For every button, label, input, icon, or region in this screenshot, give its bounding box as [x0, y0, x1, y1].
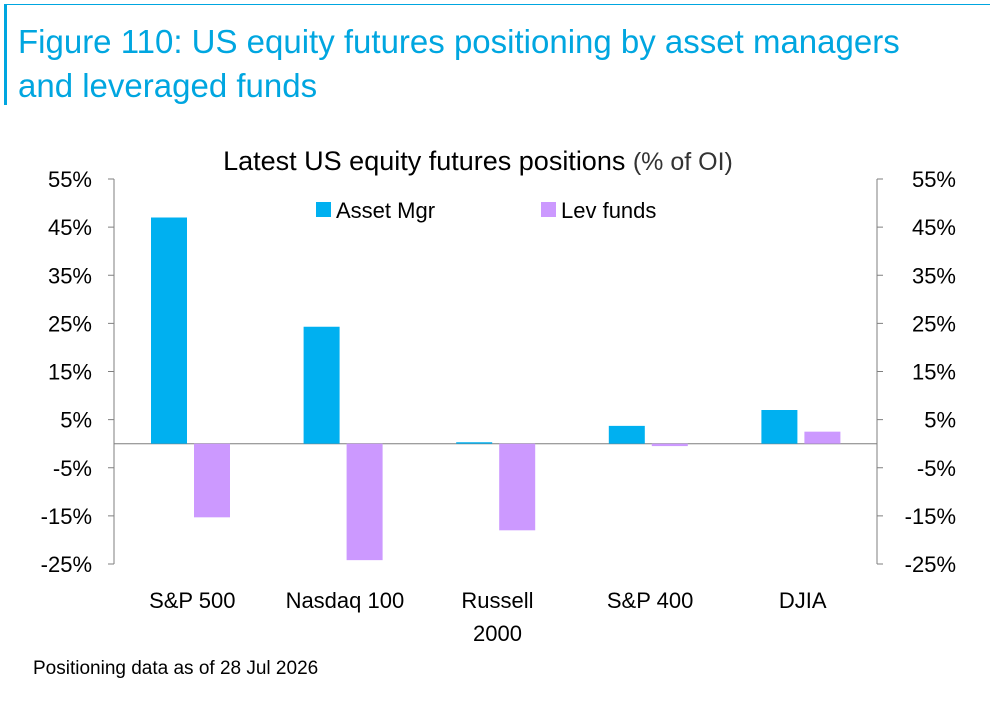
- bar-asset-mgr: [151, 217, 187, 444]
- figure-title: Figure 110: US equity futures positionin…: [18, 23, 900, 104]
- y-tick-label-left: 25%: [48, 311, 92, 336]
- chart-title: Latest US equity futures positions (% of…: [223, 146, 733, 176]
- y-tick-label-left: -5%: [53, 456, 92, 481]
- y-tick-label-right: 15%: [912, 360, 956, 385]
- x-tick-label: Nasdaq 100: [286, 588, 405, 613]
- chart-title-unit: (% of OI): [633, 148, 733, 176]
- legend-swatch: [316, 202, 331, 217]
- bar-lev-funds: [804, 431, 841, 444]
- x-tick-label: S&P 500: [149, 588, 235, 613]
- bar-asset-mgr: [761, 410, 798, 444]
- legend-swatch: [541, 202, 556, 217]
- footnote: Positioning data as of 28 Jul 2026: [33, 658, 319, 679]
- x-tick-label: 2000: [473, 621, 522, 646]
- y-tick-label-right: 35%: [912, 263, 956, 288]
- x-tick-label: Russell: [461, 588, 533, 613]
- bar-asset-mgr: [608, 425, 645, 444]
- y-tick-label-right: -15%: [905, 504, 956, 529]
- y-tick-label-right: 5%: [924, 408, 956, 433]
- bar-asset-mgr: [303, 326, 340, 444]
- y-tick-label-left: 35%: [48, 263, 92, 288]
- title-accent-bar: [4, 4, 7, 105]
- x-tick-label: S&P 400: [607, 588, 693, 613]
- bar-lev-funds: [194, 443, 230, 518]
- bar-lev-funds: [651, 443, 688, 447]
- y-tick-label-left: 5%: [60, 408, 92, 433]
- y-tick-label-right: -25%: [905, 552, 956, 577]
- top-rule: [4, 4, 990, 5]
- legend-label: Lev funds: [561, 198, 656, 223]
- y-tick-label-right: 25%: [912, 311, 956, 336]
- legend-label: Asset Mgr: [336, 198, 435, 223]
- y-tick-label-right: 45%: [912, 215, 956, 240]
- y-tick-label-left: 55%: [48, 167, 92, 192]
- chart-title-main: Latest US equity futures positions: [223, 146, 633, 176]
- bar-lev-funds: [499, 443, 536, 531]
- y-tick-label-right: -5%: [917, 456, 956, 481]
- y-tick-label-left: -25%: [41, 552, 92, 577]
- bar-asset-mgr: [456, 442, 493, 444]
- y-tick-label-left: 15%: [48, 360, 92, 385]
- bar-lev-funds: [346, 443, 383, 561]
- y-tick-label-left: 45%: [48, 215, 92, 240]
- y-tick-label-right: 55%: [912, 167, 956, 192]
- y-tick-label-left: -15%: [41, 504, 92, 529]
- x-tick-label: DJIA: [779, 588, 827, 613]
